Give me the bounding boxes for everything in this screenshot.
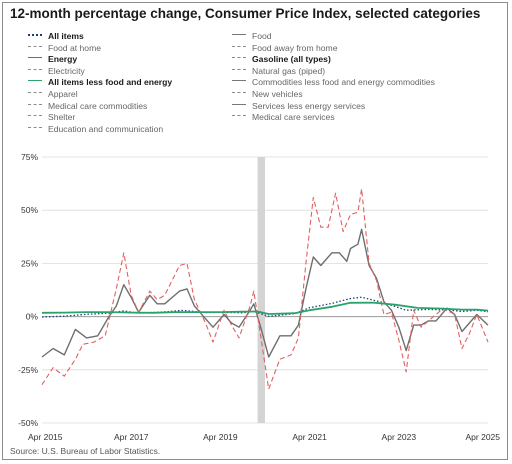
- legend-swatch-icon: [232, 34, 246, 41]
- legend-label: Energy: [48, 54, 78, 65]
- legend-swatch-icon: [28, 92, 42, 99]
- legend-item: Medical care services: [232, 111, 335, 123]
- y-axis-ticks: 75% 50% 25% 0% -25% -50%: [18, 152, 38, 428]
- y-tick-label: -50%: [18, 418, 38, 428]
- legend-label: Electricity: [48, 65, 85, 76]
- legend-item: Commodities less food and energy commodi…: [232, 76, 435, 88]
- legend-label: Food away from home: [252, 42, 338, 53]
- x-tick-label: Apr 2021: [292, 432, 327, 442]
- legend-swatch-icon: [232, 103, 246, 111]
- legend-swatch-icon: [232, 115, 246, 122]
- legend-item: Electricity: [28, 65, 85, 77]
- legend-label: Medical care commodities: [48, 100, 148, 111]
- legend-label: All items less food and energy: [48, 77, 173, 88]
- legend-swatch-icon: [232, 92, 246, 99]
- legend-item: Gasoline (all types): [232, 53, 331, 65]
- x-tick-label: Apr 2025: [466, 432, 501, 442]
- legend-swatch-icon: [28, 115, 42, 122]
- legend-label: Medical care services: [252, 112, 335, 123]
- chart-frame: [2, 2, 508, 460]
- legend-swatch-icon: [28, 80, 42, 87]
- series-line-all-items-less-food-and-energy: [41, 301, 489, 315]
- legend-item: Food away from home: [232, 42, 338, 54]
- series-line-gasoline-all-types: [41, 188, 489, 390]
- legend-label: Food at home: [48, 42, 102, 53]
- legend-item: Medical care commodities: [28, 100, 147, 112]
- source-note: Source: U.S. Bureau of Labor Statistics.: [10, 446, 161, 456]
- legend-item: Shelter: [28, 111, 75, 123]
- legend-item: Apparel: [28, 88, 78, 100]
- legend-label: Shelter: [48, 112, 76, 123]
- legend-swatch-icon: [232, 80, 246, 87]
- legend-swatch-icon: [28, 33, 42, 42]
- legend-label: New vehicles: [252, 89, 303, 99]
- legend-swatch-icon: [232, 57, 246, 64]
- legend-item: Food: [232, 30, 272, 42]
- series-line-energy: [41, 228, 489, 358]
- legend-swatch-icon: [28, 57, 42, 64]
- y-tick-label: 75%: [21, 152, 38, 162]
- legend-label: Services less energy services: [252, 100, 366, 111]
- legend-item: Energy: [28, 53, 77, 65]
- series-lines: [41, 188, 489, 390]
- y-tick-label: 25%: [21, 258, 38, 268]
- y-tick-label: 50%: [21, 205, 38, 215]
- chart-title: 12-month percentage change, Consumer Pri…: [10, 6, 481, 21]
- legend-item: All items: [28, 30, 84, 42]
- x-tick-label: Apr 2017: [114, 432, 149, 442]
- legend-label: Commodities less food and energy commodi…: [252, 77, 435, 88]
- x-tick-label: Apr 2023: [382, 432, 417, 442]
- y-tick-label: 0%: [26, 312, 39, 322]
- x-tick-label: Apr 2015: [28, 432, 63, 442]
- legend-item: Natural gas (piped): [232, 65, 325, 77]
- legend-item: All items less food and energy: [28, 76, 172, 88]
- legend-swatch-icon: [232, 68, 246, 76]
- legend-item: Food at home: [28, 42, 101, 54]
- y-tick-label: -25%: [18, 365, 38, 375]
- legend-label: Food: [252, 31, 272, 41]
- series-line-all-items: [41, 296, 489, 318]
- legend-item: Services less energy services: [232, 100, 365, 112]
- legend-label: Apparel: [48, 89, 78, 99]
- legend-item: Education and communication: [28, 123, 163, 135]
- legend: All items Food Food at home Food away from …: [0, 0, 512, 150]
- x-axis-ticks: Apr 2015 Apr 2017 Apr 2019 Apr 2021 Apr 2023…: [28, 432, 500, 442]
- legend-swatch-icon: [232, 45, 246, 53]
- legend-swatch-icon: [28, 45, 42, 53]
- legend-label: Natural gas (piped): [252, 65, 326, 76]
- recession-band-group: [257, 157, 265, 423]
- recession-band: [257, 157, 265, 423]
- legend-item: New vehicles: [232, 88, 303, 100]
- legend-swatch-icon: [28, 68, 42, 76]
- legend-swatch-icon: [28, 103, 42, 111]
- legend-label: All items: [48, 31, 84, 41]
- legend-label: Education and communication: [48, 123, 164, 134]
- legend-label: Gasoline (all types): [252, 54, 331, 65]
- legend-swatch-icon: [28, 126, 42, 134]
- x-tick-label: Apr 2019: [203, 432, 238, 442]
